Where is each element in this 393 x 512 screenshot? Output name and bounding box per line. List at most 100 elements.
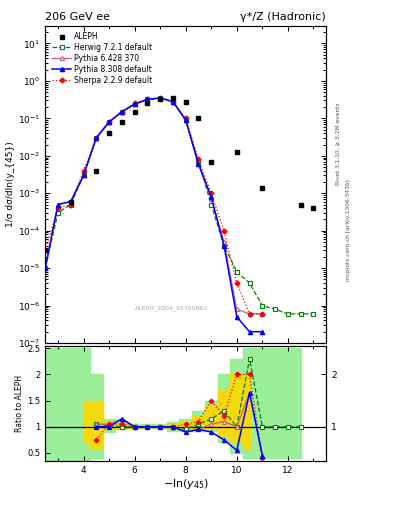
Pythia 8.308 default: [107, 119, 112, 125]
Herwig 7.2.1 default: [184, 117, 188, 123]
X-axis label: $-\ln(y_{45})$: $-\ln(y_{45})$: [163, 477, 209, 492]
Pythia 8.308 default: [209, 194, 214, 200]
Pythia 6.428 370: [222, 239, 226, 245]
Pythia 6.428 370: [235, 306, 239, 312]
Pythia 8.308 default: [235, 314, 239, 320]
Pythia 8.308 default: [260, 329, 265, 335]
Text: γ*/Z (Hadronic): γ*/Z (Hadronic): [241, 12, 326, 22]
Herwig 7.2.1 default: [196, 159, 201, 165]
Line: Herwig 7.2.1 default: Herwig 7.2.1 default: [43, 96, 316, 316]
Sherpa 2.2.9 default: [171, 98, 175, 104]
ALEPH: [196, 115, 201, 121]
Sherpa 2.2.9 default: [43, 247, 48, 253]
Line: Pythia 6.428 370: Pythia 6.428 370: [43, 96, 264, 316]
Sherpa 2.2.9 default: [107, 119, 112, 125]
Herwig 7.2.1 default: [171, 98, 175, 104]
Sherpa 2.2.9 default: [247, 311, 252, 317]
Pythia 8.308 default: [56, 201, 61, 207]
Pythia 6.428 370: [145, 96, 150, 102]
Pythia 8.308 default: [132, 101, 137, 107]
Herwig 7.2.1 default: [119, 109, 124, 115]
Sherpa 2.2.9 default: [260, 311, 265, 317]
Herwig 7.2.1 default: [273, 306, 277, 312]
Sherpa 2.2.9 default: [68, 201, 73, 207]
Pythia 6.428 370: [43, 265, 48, 271]
ALEPH: [184, 98, 188, 104]
Herwig 7.2.1 default: [132, 101, 137, 107]
Pythia 6.428 370: [119, 109, 124, 115]
Herwig 7.2.1 default: [260, 303, 265, 309]
Text: ALEPH_2004_S5765862: ALEPH_2004_S5765862: [135, 306, 208, 311]
Pythia 8.308 default: [81, 173, 86, 179]
Pythia 8.308 default: [68, 199, 73, 205]
Pythia 8.308 default: [158, 95, 163, 101]
ALEPH: [94, 167, 99, 174]
Text: 206 GeV ee: 206 GeV ee: [45, 12, 110, 22]
Herwig 7.2.1 default: [235, 269, 239, 275]
Sherpa 2.2.9 default: [196, 156, 201, 162]
ALEPH: [119, 119, 124, 125]
ALEPH: [68, 199, 73, 205]
Pythia 8.308 default: [171, 98, 175, 104]
Pythia 6.428 370: [260, 311, 265, 317]
Pythia 8.308 default: [184, 117, 188, 123]
Pythia 6.428 370: [94, 135, 99, 141]
ALEPH: [43, 247, 48, 253]
Pythia 8.308 default: [196, 161, 201, 167]
Pythia 6.428 370: [68, 199, 73, 205]
Herwig 7.2.1 default: [158, 95, 163, 101]
Pythia 8.308 default: [94, 135, 99, 141]
Sherpa 2.2.9 default: [222, 228, 226, 234]
Herwig 7.2.1 default: [107, 119, 112, 125]
Sherpa 2.2.9 default: [145, 96, 150, 102]
Sherpa 2.2.9 default: [132, 100, 137, 106]
Pythia 6.428 370: [196, 161, 201, 167]
Herwig 7.2.1 default: [298, 311, 303, 317]
Herwig 7.2.1 default: [311, 311, 316, 317]
ALEPH: [158, 96, 163, 102]
Y-axis label: Ratio to ALEPH: Ratio to ALEPH: [15, 375, 24, 432]
Pythia 6.428 370: [158, 95, 163, 101]
ALEPH: [209, 159, 214, 165]
Text: Rivet 3.1.10, ≥ 3.2M events: Rivet 3.1.10, ≥ 3.2M events: [336, 102, 341, 185]
Herwig 7.2.1 default: [145, 96, 150, 102]
Pythia 6.428 370: [107, 119, 112, 125]
Y-axis label: 1/σ dσ/dln(y_{45}): 1/σ dσ/dln(y_{45}): [6, 141, 15, 227]
Line: Sherpa 2.2.9 default: Sherpa 2.2.9 default: [44, 96, 264, 315]
Herwig 7.2.1 default: [247, 280, 252, 286]
Herwig 7.2.1 default: [81, 173, 86, 179]
Pythia 6.428 370: [247, 311, 252, 317]
ALEPH: [171, 95, 175, 101]
ALEPH: [260, 185, 265, 191]
ALEPH: [132, 109, 137, 115]
Pythia 6.428 370: [81, 173, 86, 179]
Herwig 7.2.1 default: [94, 135, 99, 141]
Sherpa 2.2.9 default: [235, 280, 239, 286]
ALEPH: [298, 201, 303, 207]
Line: ALEPH: ALEPH: [43, 96, 316, 253]
Pythia 8.308 default: [43, 265, 48, 271]
Pythia 8.308 default: [247, 329, 252, 335]
Line: Pythia 8.308 default: Pythia 8.308 default: [43, 96, 264, 334]
ALEPH: [311, 205, 316, 211]
Herwig 7.2.1 default: [209, 201, 214, 207]
ALEPH: [145, 100, 150, 106]
Sherpa 2.2.9 default: [158, 95, 163, 101]
Pythia 6.428 370: [209, 196, 214, 202]
Pythia 8.308 default: [222, 243, 226, 249]
Sherpa 2.2.9 default: [94, 135, 99, 141]
Pythia 6.428 370: [132, 101, 137, 107]
Sherpa 2.2.9 default: [81, 167, 86, 174]
Text: mcplots.cern.ch [arXiv:1306.3436]: mcplots.cern.ch [arXiv:1306.3436]: [346, 180, 351, 281]
Pythia 6.428 370: [171, 98, 175, 104]
Pythia 8.308 default: [145, 96, 150, 102]
Pythia 8.308 default: [119, 109, 124, 115]
Legend: ALEPH, Herwig 7.2.1 default, Pythia 6.428 370, Pythia 8.308 default, Sherpa 2.2.: ALEPH, Herwig 7.2.1 default, Pythia 6.42…: [49, 29, 156, 88]
Herwig 7.2.1 default: [68, 201, 73, 207]
Sherpa 2.2.9 default: [184, 115, 188, 121]
Sherpa 2.2.9 default: [119, 109, 124, 115]
ALEPH: [235, 148, 239, 155]
Sherpa 2.2.9 default: [56, 205, 61, 211]
Herwig 7.2.1 default: [222, 243, 226, 249]
Herwig 7.2.1 default: [43, 265, 48, 271]
